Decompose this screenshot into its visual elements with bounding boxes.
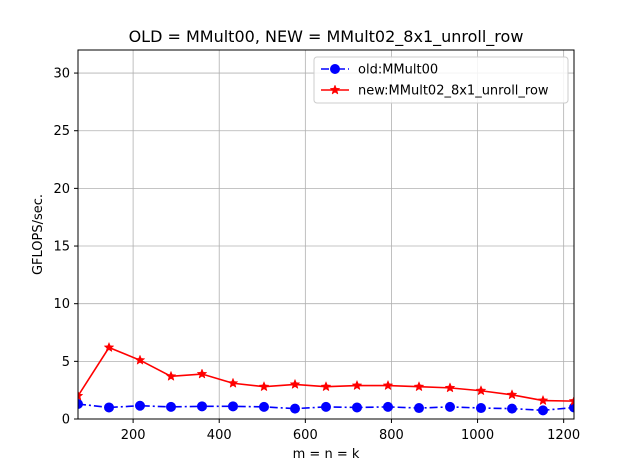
series-new-mmult02-8x1-unroll-row (78, 341, 574, 406)
data-point (320, 381, 332, 392)
data-point (568, 395, 574, 406)
y-axis-label: GFLOPS/sec. (31, 194, 46, 275)
data-point (445, 401, 455, 412)
data-point (413, 381, 425, 392)
data-point (352, 402, 362, 413)
data-point (382, 379, 394, 391)
y-tick-label: 0 (62, 413, 70, 428)
data-point (414, 403, 424, 414)
data-point (166, 401, 176, 412)
series-layer (78, 341, 574, 416)
data-point (259, 401, 269, 412)
grid (78, 50, 574, 420)
legend-box (313, 56, 569, 104)
legend-label: new:MMult02_8x1_unroll_row (358, 84, 549, 99)
data-point (444, 382, 456, 393)
data-point (197, 401, 207, 412)
data-point (227, 377, 239, 388)
data-point (506, 389, 518, 400)
y-tick-label: 10 (53, 297, 70, 312)
data-point (289, 378, 301, 389)
data-point (78, 390, 84, 401)
data-point (196, 368, 208, 379)
y-tick-label: 15 (53, 240, 70, 255)
series-line (78, 403, 574, 412)
legend: old:MMult00 new:MMult02_8x1_unroll_row (313, 56, 569, 104)
y-tick-label: 5 (62, 355, 70, 370)
data-point (383, 401, 393, 412)
y-tick-label: 25 (53, 124, 70, 139)
data-point (103, 341, 115, 353)
series-old-mmult00 (78, 399, 574, 416)
x-tick-label: 200 (121, 428, 146, 443)
data-point (104, 402, 114, 413)
data-point (476, 403, 486, 414)
axis-ticks: 200 400 600 800 1000 1200 0 5 10 15 20 25 30 (53, 67, 580, 443)
chart-title: OLD = MMult00, NEW = MMult02_8x1_unroll_… (129, 27, 524, 47)
data-point (258, 381, 270, 392)
y-tick-label: 20 (53, 182, 70, 197)
data-point (537, 394, 549, 406)
data-point (475, 385, 487, 396)
data-point (538, 405, 548, 416)
data-point (507, 403, 517, 414)
data-point (228, 401, 238, 412)
data-point (290, 403, 300, 414)
x-axis-label: m = n = k (293, 447, 360, 462)
series-line (78, 346, 574, 402)
plot-frame (77, 49, 575, 420)
x-tick-label: 1200 (547, 428, 580, 443)
x-tick-label: 1000 (461, 428, 494, 443)
x-tick-label: 600 (293, 428, 318, 443)
data-point (321, 401, 331, 412)
data-point (134, 354, 146, 365)
data-point (351, 379, 363, 391)
x-tick-label: 400 (207, 428, 232, 443)
data-point (78, 399, 83, 410)
legend-label: old:MMult00 (358, 63, 438, 78)
legend-marker (329, 84, 341, 95)
data-point (569, 402, 574, 413)
data-point (135, 400, 145, 411)
x-tick-label: 800 (379, 428, 404, 443)
legend-marker (330, 64, 340, 74)
data-point (165, 370, 177, 381)
y-tick-label: 30 (53, 67, 70, 82)
